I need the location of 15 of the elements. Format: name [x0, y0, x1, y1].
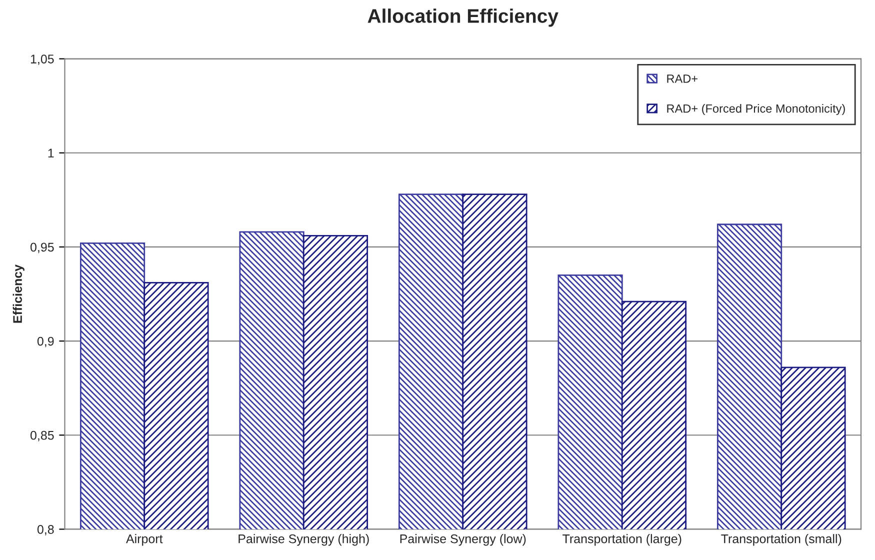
x-tick-label: Airport	[126, 534, 163, 546]
x-tick-label: Pairwise Synergy (high)	[238, 534, 369, 546]
chart-title: Allocation Efficiency	[368, 8, 558, 27]
y-tick-label: 0,9	[37, 336, 54, 348]
y-tick-label: 0,8	[37, 525, 54, 536]
y-axis-title: Efficiency	[12, 264, 24, 323]
y-tick-label: 1,05	[30, 54, 54, 65]
legend-label: RAD+ (Forced Price Monotonicity)	[667, 104, 845, 116]
y-tick-label: 0,95	[30, 242, 54, 254]
x-tick-label: Pairwise Synergy (low)	[400, 534, 526, 546]
x-tick-label: Transportation (large)	[562, 534, 682, 546]
x-tick-label: Transportation (small)	[721, 534, 842, 546]
y-tick-label: 0,85	[30, 430, 54, 442]
legend-label: RAD+	[667, 74, 698, 83]
y-tick-label: 1	[48, 148, 54, 158]
